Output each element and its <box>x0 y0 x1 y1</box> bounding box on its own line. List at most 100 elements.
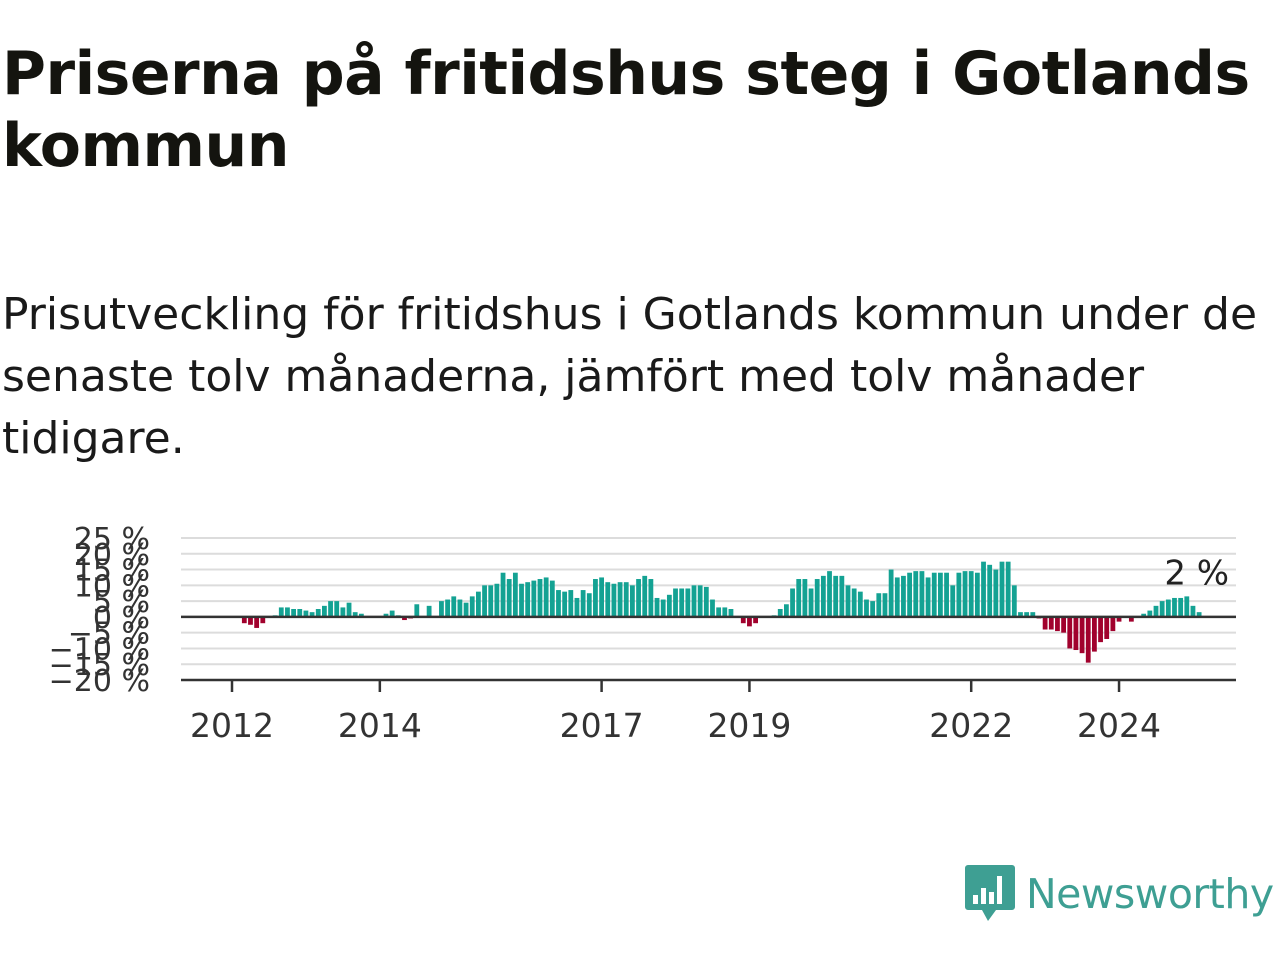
bar <box>322 605 327 617</box>
newsworthy-logo: Newsworthy <box>964 862 1274 926</box>
bar <box>654 597 660 617</box>
bar <box>439 601 444 617</box>
bar <box>414 604 420 617</box>
bar <box>913 571 919 617</box>
bar <box>241 616 247 624</box>
bar <box>1159 601 1165 617</box>
bar <box>722 607 728 617</box>
bar <box>790 588 795 617</box>
bar <box>968 571 974 617</box>
bar <box>593 579 598 617</box>
bar <box>1030 612 1036 617</box>
bar <box>568 590 574 617</box>
bar <box>285 607 290 617</box>
bar <box>814 579 820 617</box>
bar <box>691 585 697 617</box>
bar <box>1011 585 1017 617</box>
bar <box>1098 616 1103 643</box>
bars <box>241 561 1202 663</box>
bar <box>512 572 518 617</box>
bar <box>611 583 617 617</box>
x-tick-label: 2012 <box>190 706 274 745</box>
bar <box>876 593 882 617</box>
bar <box>728 609 734 617</box>
bar <box>389 610 395 617</box>
y-tick-label: −15 % <box>49 648 150 683</box>
bar <box>648 579 654 617</box>
bar <box>303 610 309 617</box>
x-tick-label: 2019 <box>707 706 791 745</box>
bar <box>851 588 857 617</box>
bar <box>278 607 284 617</box>
bar <box>845 585 851 617</box>
bar <box>506 579 512 617</box>
bar <box>1067 616 1073 649</box>
bar <box>623 582 629 617</box>
y-tick-label: −10 % <box>49 632 150 667</box>
bar <box>531 580 537 617</box>
bar <box>931 572 937 617</box>
bar <box>309 612 315 617</box>
bar-chart-speech-bubble-icon <box>965 865 1015 921</box>
bar <box>402 616 407 621</box>
bar <box>248 616 253 625</box>
bar <box>463 602 469 617</box>
bar <box>543 577 549 617</box>
bar <box>445 599 450 617</box>
bar <box>950 585 956 617</box>
bar <box>1190 605 1196 617</box>
bar <box>1018 612 1023 617</box>
bar <box>482 585 487 617</box>
bar <box>839 575 845 617</box>
bar <box>636 579 641 617</box>
bar <box>820 575 826 617</box>
y-tick-label: 20 % <box>74 538 150 573</box>
bar <box>1085 616 1091 663</box>
x-tick-label: 2017 <box>560 706 644 745</box>
bar <box>882 593 888 617</box>
bar <box>494 583 500 617</box>
bar <box>451 596 457 617</box>
y-tick-label: 25 % <box>74 522 150 557</box>
bar <box>833 575 839 617</box>
bar <box>291 609 296 617</box>
bar <box>962 571 968 617</box>
bar <box>580 590 586 617</box>
x-tick-label: 2014 <box>338 706 422 745</box>
bar <box>857 591 863 617</box>
bar <box>537 579 543 617</box>
bar <box>562 591 568 617</box>
bar <box>1055 616 1060 632</box>
bar <box>525 582 531 617</box>
bar <box>1104 616 1110 639</box>
bar <box>630 585 635 617</box>
y-tick-label: 15 % <box>74 554 150 589</box>
bar <box>315 609 321 617</box>
bar <box>476 591 481 617</box>
bar <box>1092 616 1097 652</box>
chart-title: Priserna på fritidshus steg i Gotlands k… <box>2 39 1250 181</box>
bar <box>993 569 999 617</box>
bar <box>777 609 783 617</box>
bar <box>697 585 703 617</box>
bar-chart: 25 %20 %15 %10 %5 %0 %−5 %−10 %−15 %−20 … <box>49 522 1236 745</box>
bar <box>685 588 691 617</box>
y-tick-label: −5 % <box>68 617 150 652</box>
bar <box>1079 616 1085 654</box>
bar <box>894 577 900 617</box>
x-axis-ticks: 2012 2014 2017 2019 2022 2024 <box>190 680 1161 745</box>
last-value-label: 2 % <box>1164 553 1229 593</box>
bar <box>1184 596 1190 617</box>
bar <box>605 582 611 617</box>
bar <box>500 572 506 617</box>
bar <box>1172 597 1177 617</box>
bar <box>1042 616 1048 630</box>
bar <box>956 572 962 617</box>
x-tick-label: 2022 <box>929 706 1013 745</box>
bar <box>346 602 352 617</box>
bar <box>469 596 475 617</box>
bar <box>907 572 912 617</box>
bar <box>944 572 949 617</box>
bar <box>1110 616 1116 632</box>
bar <box>808 588 814 617</box>
